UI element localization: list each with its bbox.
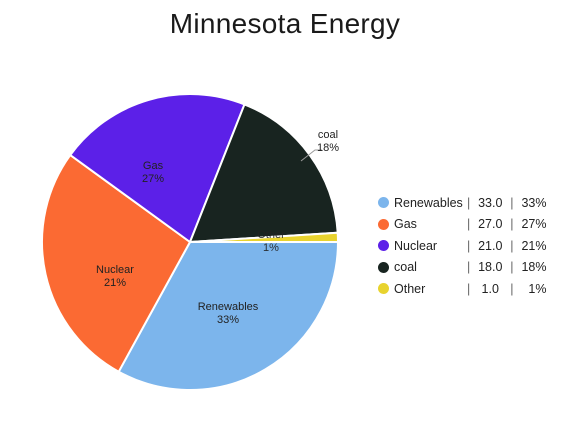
legend-percent: 33% (521, 195, 547, 210)
slice-pct-other: 1% (263, 242, 279, 254)
legend-separator: | (510, 281, 514, 296)
pie-slice-other[interactable] (189, 231, 340, 243)
slice-label-nuclear: Nuclear (96, 264, 134, 276)
legend-swatch (378, 240, 389, 252)
pie-slice-renewables[interactable] (117, 241, 340, 391)
legend-item-other[interactable]: Other | 1.0 | 1% (378, 278, 547, 300)
legend-separator: | (467, 217, 471, 232)
legend-percent: 18% (521, 260, 547, 275)
slice-label-renewables: Renewables (198, 301, 259, 313)
legend-separator: | (510, 217, 514, 232)
legend-label: Gas (394, 217, 417, 232)
chart-title: Minnesota Energy (169, 8, 401, 39)
legend-value: 27.0 (478, 217, 503, 232)
legend-item-coal[interactable]: coal | 18.0 | 18% (378, 257, 547, 279)
legend-label: coal (394, 260, 417, 275)
legend-item-nuclear[interactable]: Nuclear | 21.0 | 21% (378, 235, 547, 257)
slice-pct-gas: 27% (142, 173, 164, 185)
legend-swatch (378, 197, 389, 209)
pie-slice-gas[interactable] (41, 153, 192, 374)
legend-separator: | (467, 238, 471, 253)
legend-swatch (378, 261, 389, 273)
pie-slice-coal[interactable] (188, 103, 339, 244)
legend-value: 1.0 (481, 281, 499, 296)
legend-item-gas[interactable]: Gas | 27.0 | 27% (378, 214, 547, 236)
legend: Renewables | 33.0 | 33% Gas | 27.0 | 27% Nuclear | 2… (378, 192, 547, 300)
legend-swatch (378, 218, 389, 230)
legend-separator: | (467, 260, 471, 275)
legend-swatch (378, 283, 389, 295)
legend-label: Renewables (394, 195, 463, 210)
legend-label: Other (394, 281, 426, 296)
legend-separator: | (467, 195, 471, 210)
pie-slice-nuclear[interactable] (68, 93, 246, 244)
slice-pct-renewables: 33% (217, 314, 239, 326)
slice-pct-nuclear: 21% (104, 277, 126, 289)
legend-value: 18.0 (478, 260, 503, 275)
legend-label: Nuclear (394, 238, 438, 253)
slice-label-other: Other (257, 229, 285, 241)
coal-leader-line (300, 149, 322, 162)
slice-label-coal: coal (318, 129, 338, 141)
legend-separator: | (510, 260, 514, 275)
legend-percent: 1% (528, 281, 547, 296)
slice-label-gas: Gas (143, 160, 164, 172)
legend-percent: 21% (521, 238, 547, 253)
legend-item-renewables[interactable]: Renewables | 33.0 | 33% (378, 192, 547, 214)
legend-value: 33.0 (478, 195, 503, 210)
legend-separator: | (510, 195, 514, 210)
legend-percent: 27% (521, 217, 547, 232)
legend-value: 21.0 (478, 238, 503, 253)
legend-separator: | (467, 281, 471, 296)
legend-separator: | (510, 238, 514, 253)
slice-pct-coal: 18% (317, 142, 339, 154)
